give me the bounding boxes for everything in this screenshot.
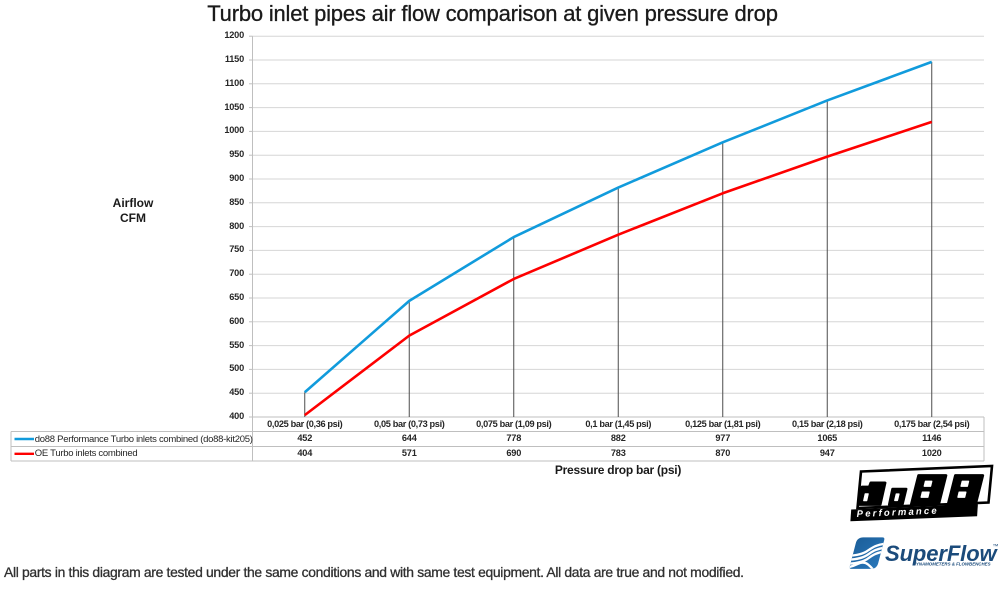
svg-text:Performance: Performance [856, 506, 939, 520]
svg-text:SuperFlow: SuperFlow [885, 541, 999, 566]
svg-text:™: ™ [993, 543, 999, 550]
svg-text:DYNAMOMETERS & FLOWBENCHES: DYNAMOMETERS & FLOWBENCHES [913, 562, 991, 567]
